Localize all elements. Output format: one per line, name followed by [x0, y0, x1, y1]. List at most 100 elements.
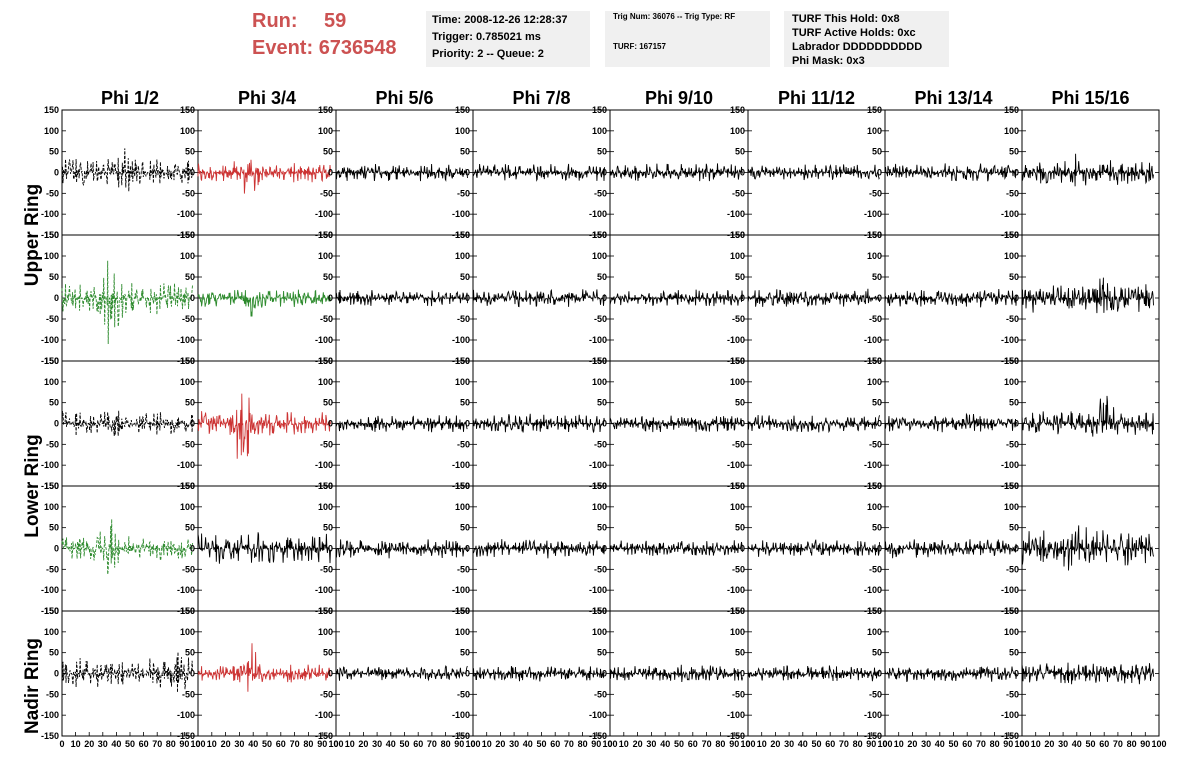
y-tick-label: -50 — [732, 188, 745, 198]
ring-row-label: Upper Ring — [22, 184, 43, 286]
waveform-trace — [884, 163, 1017, 182]
waveform-panel — [609, 109, 749, 236]
y-tick-label: 0 — [190, 419, 195, 429]
y-tick-label: -150 — [41, 606, 59, 616]
x-tick-label: 40 — [111, 739, 121, 749]
y-tick-label: 100 — [1004, 627, 1019, 637]
y-tick-label: 50 — [323, 648, 333, 658]
y-tick-label: 50 — [49, 147, 59, 157]
x-tick-label: 20 — [221, 739, 231, 749]
y-tick-label: 150 — [730, 481, 745, 491]
y-tick-label: 0 — [1014, 544, 1019, 554]
y-tick-label: -100 — [864, 335, 882, 345]
y-tick-label: 150 — [455, 606, 470, 616]
waveform-panel — [61, 610, 199, 737]
y-tick-label: 100 — [592, 251, 607, 261]
y-tick-label: 50 — [1009, 272, 1019, 282]
y-tick-label: -100 — [864, 585, 882, 595]
y-tick-label: 150 — [44, 481, 59, 491]
y-tick-label: 150 — [1004, 356, 1019, 366]
y-tick-label: 50 — [460, 147, 470, 157]
y-tick-label: 100 — [318, 126, 333, 136]
y-tick-label: -100 — [589, 335, 607, 345]
y-tick-label: -150 — [177, 481, 195, 491]
y-tick-label: -150 — [315, 356, 333, 366]
y-tick-label: -100 — [727, 460, 745, 470]
waveform-panel — [747, 109, 886, 236]
event-value: 6736548 — [318, 37, 397, 59]
waveform-trace — [335, 415, 468, 433]
y-tick-label: -150 — [452, 731, 470, 741]
y-tick-label: 150 — [1004, 230, 1019, 240]
waveform-trace — [472, 539, 605, 559]
y-tick-label: -100 — [452, 209, 470, 219]
y-tick-label: 150 — [592, 105, 607, 115]
ring-row-label: Nadir Ring — [22, 638, 43, 734]
waveform-trace — [335, 289, 468, 307]
x-tick-label: 0 — [333, 739, 338, 749]
y-tick-label: -150 — [41, 731, 59, 741]
x-tick-label: 90 — [1003, 739, 1013, 749]
y-tick-label: 150 — [730, 356, 745, 366]
x-tick-label: 30 — [234, 739, 244, 749]
y-tick-label: 100 — [180, 251, 195, 261]
waveform-panel — [197, 360, 337, 487]
waveform-panel — [884, 234, 1023, 362]
y-tick-label: 150 — [867, 481, 882, 491]
y-tick-label: 50 — [185, 398, 195, 408]
turf-text: TURF: 167157 — [613, 42, 666, 51]
y-tick-label: 150 — [180, 481, 195, 491]
waveform-panel — [472, 485, 611, 612]
y-tick-label: -150 — [315, 606, 333, 616]
x-tick-label: 60 — [1099, 739, 1109, 749]
y-tick-label: 0 — [877, 419, 882, 429]
waveform-panel — [197, 610, 337, 737]
y-tick-label: -150 — [864, 481, 882, 491]
x-tick-label: 10 — [1031, 739, 1041, 749]
turf-info-panel: TURF This Hold: 0x8 TURF Active Holds: 0… — [784, 11, 949, 67]
y-tick-label: 100 — [867, 627, 882, 637]
trig-num-text: Trig Num: 36076 -- Trig Type: RF — [613, 12, 736, 21]
x-tick-label: 60 — [962, 739, 972, 749]
y-tick-label: 50 — [185, 648, 195, 658]
y-tick-label: -150 — [589, 356, 607, 366]
x-tick-label: 80 — [578, 739, 588, 749]
x-tick-label: 100 — [740, 739, 755, 749]
y-tick-label: -50 — [457, 689, 470, 699]
x-tick-label: 60 — [276, 739, 286, 749]
y-tick-label: -150 — [41, 230, 59, 240]
y-tick-label: 50 — [872, 398, 882, 408]
y-tick-label: 0 — [190, 544, 195, 554]
y-tick-label: 50 — [323, 398, 333, 408]
waveform-panel — [61, 360, 199, 487]
y-tick-label: 50 — [597, 272, 607, 282]
x-tick-label: 40 — [523, 739, 533, 749]
y-tick-label: 0 — [1014, 669, 1019, 679]
y-tick-label: 0 — [328, 419, 333, 429]
y-tick-label: -150 — [589, 230, 607, 240]
y-tick-label: -50 — [182, 188, 195, 198]
waveform-trace — [197, 289, 331, 317]
y-tick-label: 150 — [455, 105, 470, 115]
x-tick-label: 50 — [262, 739, 272, 749]
phi-mask-text: Phi Mask: 0x3 — [792, 55, 865, 67]
y-tick-label: 150 — [730, 105, 745, 115]
y-tick-label: -50 — [46, 314, 59, 324]
y-tick-label: -100 — [727, 710, 745, 720]
y-tick-label: 50 — [323, 523, 333, 533]
y-tick-label: -50 — [732, 564, 745, 574]
x-tick-label: 50 — [1085, 739, 1095, 749]
waveform-trace — [747, 288, 880, 307]
y-tick-label: 100 — [730, 251, 745, 261]
y-tick-label: 100 — [455, 251, 470, 261]
x-tick-label: 100 — [465, 739, 480, 749]
y-tick-label: 100 — [592, 627, 607, 637]
waveform-trace — [1021, 277, 1154, 314]
waveform-panel — [747, 360, 886, 487]
waveform-panel — [335, 610, 474, 737]
y-tick-label: 0 — [740, 168, 745, 178]
x-tick-label: 70 — [152, 739, 162, 749]
y-tick-label: 50 — [597, 648, 607, 658]
waveform-panel — [472, 360, 611, 487]
phi-column-header: Phi 5/6 — [375, 88, 433, 108]
